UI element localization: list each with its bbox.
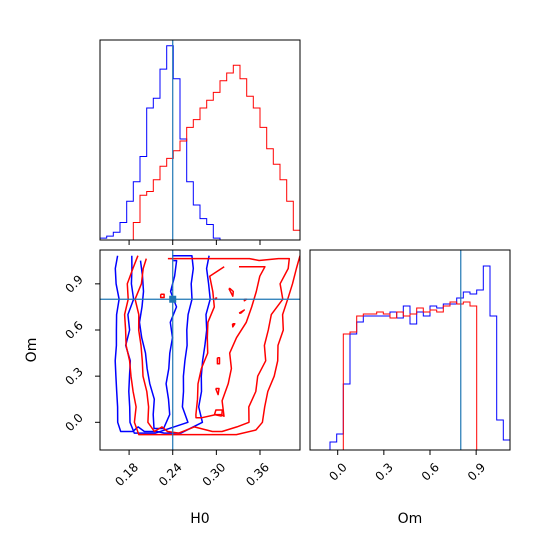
contour-series-1-line (124, 254, 195, 434)
truth-marker (169, 295, 177, 303)
h0-om-contour-frame (99, 249, 301, 451)
h0-om-contour-panel: 0.18 0.24 0.30 0.36 0.0 0.3 0.6 0.9 Om H0 (24, 249, 301, 527)
om-histogram-frame (309, 249, 511, 451)
om-y-tick-label: 0.6 (62, 318, 85, 341)
contour-series-2-line (238, 309, 246, 314)
contour-series-1-line (114, 255, 211, 434)
om-histogram-series-1 (310, 265, 510, 450)
contour-series-2-line (159, 293, 165, 299)
contour-series-2-line (228, 287, 235, 297)
om-y-tick-label: 0.0 (62, 411, 85, 434)
om-histogram-panel: 0.0 0.3 0.6 0.9 Om (309, 249, 511, 527)
h0-x-axis-label: H0 (190, 511, 209, 527)
om-y-tick-label: 0.3 (62, 365, 85, 388)
h0-histogram-frame (99, 39, 301, 241)
h0-histogram-panel (99, 39, 301, 245)
h0-x-tick-label: 0.18 (112, 460, 141, 489)
h0-x-tick-label: 0.30 (200, 460, 229, 489)
h0-histogram-plot (100, 40, 300, 245)
h0-x-tick-label: 0.24 (156, 460, 185, 489)
contour-series-2-line (123, 255, 300, 436)
om-x-tick-label: 0.9 (465, 460, 488, 483)
h0-x-tick-label: 0.36 (243, 460, 272, 489)
om-x-tick-label: 0.3 (373, 460, 396, 483)
h0-histogram-series-1 (100, 45, 300, 240)
om-y-tick-label: 0.9 (62, 272, 85, 295)
om-x-tick-label: 0.6 (419, 460, 442, 483)
om-x-axis-label: Om (398, 511, 423, 527)
contour-series-2-line (134, 257, 291, 434)
contour-series-2-line (215, 387, 220, 396)
om-y-axis-label: Om (24, 338, 40, 363)
h0-om-contour-plot: 0.18 0.24 0.30 0.36 0.0 0.3 0.6 0.9 (62, 250, 300, 489)
contour-series-2-line (216, 356, 221, 365)
h0-histogram-series-2 (100, 64, 300, 240)
om-histogram-series-2 (310, 301, 510, 450)
contour-series-2-line (213, 409, 224, 417)
contour-series-2-line (231, 323, 236, 328)
om-histogram-plot: 0.0 0.3 0.6 0.9 (310, 250, 510, 484)
om-x-tick-label: 0.0 (326, 460, 349, 483)
contour-series-1-line (138, 259, 178, 430)
